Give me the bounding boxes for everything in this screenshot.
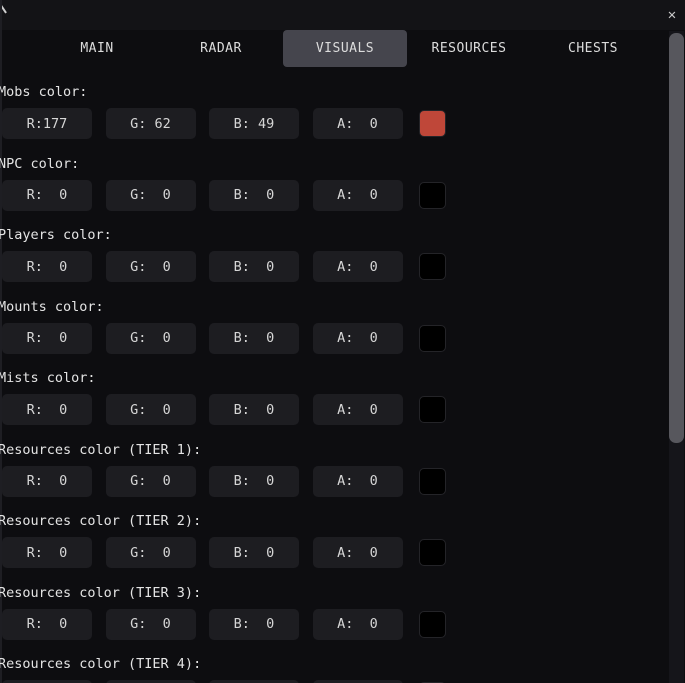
red-field[interactable]: R: 0 <box>2 322 92 354</box>
alpha-field[interactable]: A: 0 <box>312 465 403 497</box>
scrollbar-track[interactable] <box>669 31 684 683</box>
red-field[interactable]: R: 0 <box>2 680 92 683</box>
color-section: Resources color (TIER 1): R: 0 G: 0 B: 0… <box>0 440 668 497</box>
tab-chests[interactable]: CHESTS <box>568 41 618 56</box>
blue-field[interactable]: B: 49 <box>209 108 299 139</box>
blue-field[interactable]: B: 0 <box>209 608 299 640</box>
alpha-field[interactable]: A: 0 <box>312 322 403 354</box>
titlebar <box>0 0 685 30</box>
color-row: R: 0 G: 0 B: 0 A: 0 <box>0 251 668 282</box>
blue-field[interactable]: B: 0 <box>209 394 299 425</box>
color-section: Mobs color: R:177 G: 62 B: 49 A: 0 <box>0 82 668 139</box>
scrollbar-thumb[interactable] <box>669 33 684 443</box>
blue-field[interactable]: B: 0 <box>209 251 299 282</box>
green-field[interactable]: G: 0 <box>105 322 196 354</box>
alpha-field[interactable]: A: 0 <box>312 179 403 211</box>
green-field[interactable]: G: 0 <box>105 251 196 282</box>
color-row: R: 0 G: 0 B: 0 A: 0 <box>0 394 668 425</box>
red-field[interactable]: R: 0 <box>2 465 92 497</box>
green-field[interactable]: G: 0 <box>105 179 196 211</box>
green-field[interactable]: G: 0 <box>105 465 196 497</box>
color-row: R: 0 G: 0 B: 0 A: 0 <box>0 465 668 497</box>
color-swatch[interactable] <box>419 324 446 352</box>
color-section-label: Mobs color: <box>0 84 88 100</box>
color-swatch[interactable] <box>419 181 446 209</box>
color-row: R: 0 G: 0 B: 0 A: 0 <box>0 322 668 354</box>
color-row: R: 0 G: 0 B: 0 A: 0 <box>0 537 668 568</box>
color-section-label: NPC color: <box>0 155 80 172</box>
color-row: R:177 G: 62 B: 49 A: 0 <box>0 108 668 139</box>
green-field[interactable]: G: 0 <box>105 608 196 640</box>
alpha-field[interactable]: A: 0 <box>312 537 403 568</box>
color-swatch[interactable] <box>419 539 446 566</box>
alpha-field[interactable]: A: 0 <box>312 608 403 640</box>
blue-field[interactable]: B: 0 <box>209 680 299 683</box>
alpha-field[interactable]: A: 0 <box>312 108 403 139</box>
color-section: Players color: R: 0 G: 0 B: 0 A: 0 <box>0 225 668 282</box>
alpha-field[interactable]: A: 0 <box>312 680 403 683</box>
tab-resources[interactable]: RESOURCES <box>431 41 507 56</box>
tab-main[interactable]: MAIN <box>80 41 114 56</box>
color-section: NPC color: R: 0 G: 0 B: 0 A: 0 <box>0 154 668 211</box>
sections: Mobs color: R:177 G: 62 B: 49 A: 0 NPC c… <box>0 82 668 683</box>
color-row: R: 0 G: 0 B: 0 A: 0 <box>0 179 668 211</box>
color-section: Mounts color: R: 0 G: 0 B: 0 A: 0 <box>0 297 668 354</box>
green-field[interactable]: G: 0 <box>105 680 196 683</box>
color-section-label: Mounts color: <box>0 298 104 315</box>
color-section: Resources color (TIER 2): R: 0 G: 0 B: 0… <box>0 511 668 568</box>
color-section-label: Mists color: <box>0 370 96 386</box>
blue-field[interactable]: B: 0 <box>209 179 299 211</box>
blue-field[interactable]: B: 0 <box>209 465 299 497</box>
red-field[interactable]: R:177 <box>2 108 92 139</box>
red-field[interactable]: R: 0 <box>2 608 92 640</box>
close-icon[interactable]: ✕ <box>663 6 681 24</box>
alpha-field[interactable]: A: 0 <box>312 394 403 425</box>
green-field[interactable]: G: 0 <box>105 394 196 425</box>
color-swatch[interactable] <box>419 110 446 137</box>
green-field[interactable]: G: 0 <box>105 537 196 568</box>
red-field[interactable]: R: 0 <box>2 179 92 211</box>
color-row: R: 0 G: 0 B: 0 A: 0 <box>0 608 668 640</box>
tab-bar: MAIN RADAR VISUALS RESOURCES CHESTS <box>35 30 655 68</box>
color-section-label: Resources color (TIER 3): <box>0 584 202 601</box>
color-section: Mists color: R: 0 G: 0 B: 0 A: 0 <box>0 368 668 425</box>
color-section: Resources color (TIER 3): R: 0 G: 0 B: 0… <box>0 583 668 640</box>
color-swatch[interactable] <box>419 396 446 423</box>
color-swatch[interactable] <box>419 253 446 280</box>
tab-radar[interactable]: RADAR <box>200 41 242 56</box>
green-field[interactable]: G: 62 <box>105 108 196 139</box>
color-section-label: Resources color (TIER 4): <box>0 656 202 672</box>
red-field[interactable]: R: 0 <box>2 394 92 425</box>
color-swatch[interactable] <box>419 467 446 495</box>
alpha-field[interactable]: A: 0 <box>312 251 403 282</box>
blue-field[interactable]: B: 0 <box>209 537 299 568</box>
color-swatch[interactable] <box>419 610 446 638</box>
color-section-label: Players color: <box>0 227 112 243</box>
color-section-label: Resources color (TIER 1): <box>0 441 202 458</box>
red-field[interactable]: R: 0 <box>2 537 92 568</box>
color-section: Resources color (TIER 4): R: 0 G: 0 B: 0… <box>0 654 668 683</box>
red-field[interactable]: R: 0 <box>2 251 92 282</box>
window-left-border <box>0 0 2 683</box>
blue-field[interactable]: B: 0 <box>209 322 299 354</box>
tab-visuals[interactable]: VISUALS <box>283 30 407 67</box>
color-section-label: Resources color (TIER 2): <box>0 513 202 529</box>
